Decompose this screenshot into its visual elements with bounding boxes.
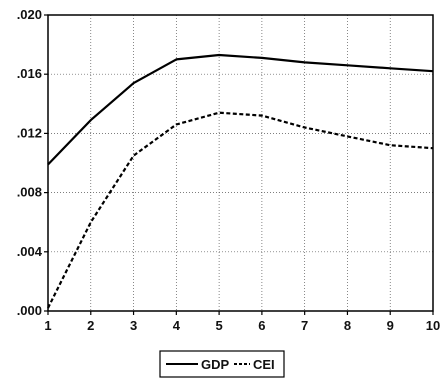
y-axis-ticks: .000 .004 .008 .012 .016 .020	[17, 7, 48, 318]
x-tick-label: 5	[215, 318, 222, 333]
x-tick-label: 6	[258, 318, 265, 333]
grid-lines	[47, 14, 434, 312]
y-tick-label: .012	[17, 125, 42, 140]
legend-label-gdp: GDP	[201, 357, 230, 372]
x-tick-label: 10	[426, 318, 440, 333]
x-tick-label: 9	[387, 318, 394, 333]
y-tick-label: .020	[17, 7, 42, 22]
x-tick-label: 2	[87, 318, 94, 333]
y-tick-label: .000	[17, 303, 42, 318]
series-line-gdp	[47, 53, 434, 166]
y-tick-label: .004	[17, 244, 43, 259]
x-tick-label: 7	[301, 318, 308, 333]
legend-label-cei: CEI	[253, 357, 275, 372]
x-tick-label: 3	[130, 318, 137, 333]
x-tick-label: 8	[344, 318, 351, 333]
legend: GDP CEI	[159, 350, 285, 378]
y-tick-label: .016	[17, 66, 42, 81]
x-axis-ticks: 1 2 3 4 5 6 7 8 9 10	[44, 311, 440, 333]
y-tick-label: .008	[17, 185, 42, 200]
x-tick-label: 4	[173, 318, 181, 333]
x-tick-label: 1	[44, 318, 51, 333]
plot-frame	[47, 14, 434, 312]
series-layer	[47, 53, 434, 309]
legend-box	[159, 350, 285, 378]
series-line-cei	[47, 111, 434, 309]
